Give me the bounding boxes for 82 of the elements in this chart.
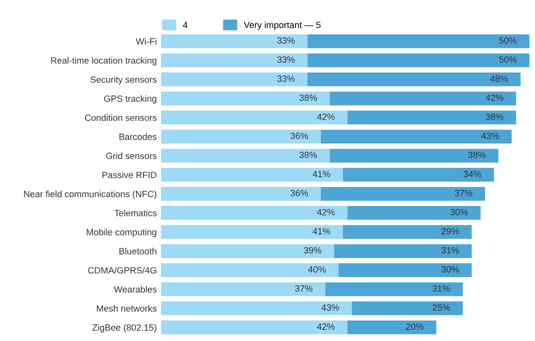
y-tick-label: Near field communications (NFC): [24, 190, 156, 199]
bar: [161, 53, 308, 68]
data-label: 30%: [450, 208, 468, 216]
data-label: 33%: [277, 37, 295, 44]
bar: [330, 148, 498, 163]
data-label: 20%: [406, 323, 424, 330]
bar: [161, 263, 339, 278]
y-tick-label: Real-time location tracking: [51, 57, 156, 66]
data-label: 39%: [304, 247, 322, 254]
bar: [308, 53, 530, 68]
bar: [325, 282, 463, 296]
bar: [308, 34, 530, 48]
data-label: 34%: [464, 170, 482, 178]
y-tick-label: Condition sensors: [85, 114, 157, 121]
bar: [343, 168, 494, 182]
data-label: 37%: [454, 190, 472, 196]
y-tick-label: Passive RFID: [102, 172, 156, 178]
bar: [161, 225, 344, 239]
data-label: 36%: [290, 190, 308, 196]
data-label: 36%: [290, 132, 308, 140]
data-label: 42%: [317, 323, 335, 330]
data-label: 31%: [432, 285, 450, 292]
data-label: 42%: [317, 114, 335, 120]
data-label: 25%: [432, 304, 450, 311]
bar: [338, 263, 472, 278]
bar: [161, 320, 348, 334]
bar: [347, 320, 436, 334]
y-tick-label: Wi-Fi: [136, 38, 156, 45]
y-tick-label: GPS tracking: [104, 95, 156, 104]
legend-label: 4: [182, 22, 188, 28]
bar: [161, 92, 330, 106]
bar: [161, 110, 348, 124]
data-label: 40%: [308, 266, 326, 273]
bar: [320, 130, 512, 144]
data-label: 38%: [486, 114, 504, 120]
y-tick-label: Telematics: [114, 210, 157, 216]
bar: [343, 225, 472, 239]
bar: [161, 168, 344, 182]
data-label: 38%: [299, 152, 317, 158]
bar: [334, 244, 472, 258]
bar: [308, 72, 521, 86]
bar: [161, 206, 348, 220]
data-label: 42%: [486, 94, 504, 101]
legend-label: Very important — 5: [244, 21, 321, 30]
data-label: 43%: [322, 304, 340, 311]
bar: [161, 34, 308, 48]
bar: [347, 206, 481, 220]
y-tick-label: Mesh networks: [96, 305, 157, 312]
data-label: 30%: [442, 266, 459, 273]
data-label: 31%: [442, 247, 459, 254]
bar: [161, 244, 334, 258]
y-tick-label: Mobile computing: [86, 228, 156, 238]
y-tick-label: Wearables: [114, 286, 157, 293]
data-label: 43%: [481, 132, 499, 140]
data-label: 29%: [442, 228, 459, 234]
y-tick-label: ZigBee (802.15): [92, 324, 156, 333]
bar: [330, 92, 516, 106]
bar: [161, 130, 321, 144]
data-label: 41%: [312, 170, 330, 178]
bar: [161, 282, 326, 296]
data-label: 33%: [277, 75, 295, 82]
data-label: 33%: [277, 56, 295, 63]
y-tick-label: Barcodes: [119, 133, 157, 140]
data-label: 48%: [490, 75, 508, 82]
data-label: 41%: [312, 228, 330, 234]
bar: [161, 301, 352, 316]
bar: [347, 110, 516, 124]
bar: [161, 72, 308, 86]
data-label: 50%: [499, 37, 517, 44]
bar: [161, 148, 330, 163]
y-tick-label: Grid sensors: [106, 152, 157, 160]
bar: [352, 301, 463, 316]
data-label: 42%: [317, 208, 335, 216]
data-label: 37%: [295, 285, 312, 292]
data-label: 38%: [299, 94, 317, 101]
bar: [320, 186, 486, 201]
bar: [161, 186, 321, 201]
data-label: 38%: [468, 152, 486, 158]
y-tick-label: Security sensors: [90, 76, 157, 85]
y-tick-label: CDMA/GPRS/4G: [88, 266, 156, 274]
data-label: 50%: [499, 56, 517, 63]
y-tick-label: Bluetooth: [119, 248, 156, 254]
